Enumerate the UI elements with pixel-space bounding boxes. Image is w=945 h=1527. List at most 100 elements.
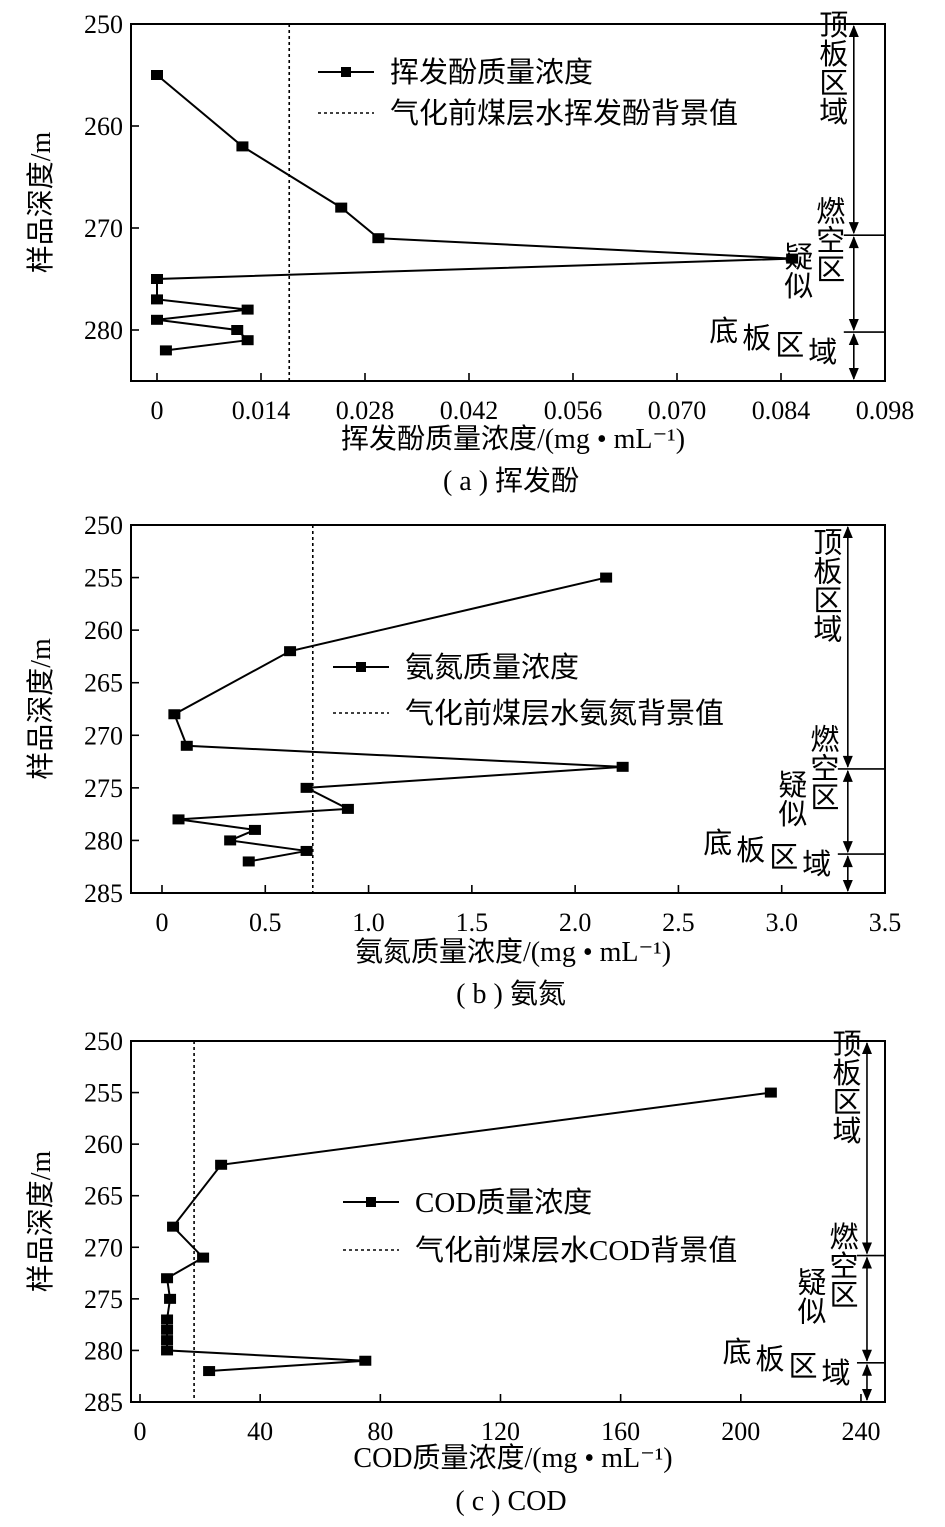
plot-frame: [130, 1040, 886, 1403]
data-point: [203, 1366, 216, 1377]
data-point: [159, 345, 172, 356]
x-axis-title: 氨氮质量浓度/(mg • mL⁻¹): [355, 936, 671, 968]
series-line: [165, 1091, 771, 1373]
data-point: [241, 335, 254, 346]
x-tick-label: 2.0: [559, 908, 592, 937]
x-tick-label: 0.070: [648, 396, 707, 425]
y-tick-label: 270: [84, 721, 123, 750]
zone-arrow-head: [861, 1256, 872, 1269]
zone-arrow-head: [842, 855, 853, 868]
data-point: [248, 824, 261, 835]
x-tick-label: 120: [481, 1417, 520, 1446]
data-point: [180, 740, 193, 751]
data-point: [161, 1273, 174, 1284]
chart-a: 0 0.014 0.028 0.042 0.056 0.070 0.084 0.098 250 2…: [25, 10, 914, 497]
chart-caption: ( a ) 挥发酚: [443, 465, 579, 497]
zone-label-floor: 域: [808, 336, 837, 369]
data-point: [764, 1087, 777, 1098]
data-point: [335, 202, 348, 213]
data-point: [300, 845, 313, 856]
x-tick-label: 0: [151, 396, 164, 425]
x-tick-label: 0: [155, 908, 168, 937]
zone-label-floor: 域: [802, 848, 831, 881]
y-axis-title: 样品深度/m: [25, 1151, 57, 1293]
zone-label-floor: 底: [722, 1336, 751, 1369]
chart-caption: ( b ) 氨氮: [456, 978, 566, 1010]
zone-arrow-head: [848, 333, 859, 346]
legend-square-marker: [366, 1197, 376, 1207]
x-tick-label: 1.0: [352, 908, 385, 937]
y-tick-label: 265: [84, 669, 123, 698]
zone-arrow-head: [848, 236, 859, 249]
x-tick-label: 0.098: [856, 396, 915, 425]
zone-label-burn: 燃空区: [806, 724, 839, 811]
data-point: [161, 1335, 174, 1346]
zone-label-burn: 疑似: [793, 1267, 827, 1325]
y-tick-label: 280: [84, 1336, 123, 1365]
zone-arrow-head: [842, 526, 853, 538]
x-axis-title: COD质量浓度/(mg • mL⁻¹): [353, 1442, 672, 1474]
x-tick-label: 240: [841, 1417, 880, 1446]
legend-background-label: 气化前煤层水挥发酚背景值: [390, 97, 738, 130]
legend-series-label: 挥发酚质量浓度: [390, 56, 593, 89]
data-point: [197, 1252, 210, 1263]
y-axis-title: 样品深度/m: [25, 638, 57, 780]
y-tick-label: 270: [84, 1233, 123, 1262]
y-axis-title: 样品深度/m: [25, 132, 57, 274]
data-point: [600, 572, 613, 583]
y-tick-label: 275: [84, 774, 123, 803]
legend-square-marker: [341, 67, 351, 77]
y-tick-label: 250: [84, 511, 123, 540]
zone-label-roof: 顶板区域: [828, 1028, 862, 1144]
y-tick-label: 250: [84, 1027, 123, 1056]
legend-series-label: 氨氮质量浓度: [405, 651, 579, 684]
zone-arrow-head: [861, 1042, 872, 1054]
x-tick-label: 3.5: [869, 908, 902, 937]
chart-caption: ( c ) COD: [455, 1486, 566, 1517]
zone-label-floor: 板: [742, 322, 771, 355]
zone-label-burn: 疑似: [774, 770, 808, 828]
data-point: [359, 1355, 372, 1366]
data-point: [151, 70, 163, 80]
zone-label-floor: 板: [736, 834, 765, 867]
x-tick-label: 0: [134, 1417, 147, 1446]
data-point: [215, 1159, 228, 1170]
y-tick-label: 275: [84, 1285, 123, 1314]
zone-arrow-head: [848, 222, 859, 235]
data-point: [372, 233, 385, 244]
legend-background-label: 气化前煤层水COD背景值: [415, 1234, 737, 1267]
zone-label-burn: 燃空区: [812, 196, 845, 283]
y-tick-label: 250: [84, 10, 123, 39]
y-tick-label: 265: [84, 1182, 123, 1211]
data-point: [151, 274, 163, 284]
y-tick-label: 270: [84, 214, 123, 243]
legend-series-label: COD质量浓度: [415, 1186, 592, 1219]
zone-label-floor: 区: [775, 330, 804, 362]
data-point: [284, 646, 297, 657]
data-point: [616, 761, 629, 772]
x-tick-label: 0.014: [232, 396, 291, 425]
data-point: [161, 1324, 174, 1335]
zone-label-floor: 区: [769, 842, 798, 874]
zone-arrow-head: [861, 1363, 872, 1376]
zone-arrow-head: [842, 880, 853, 892]
series-line: [173, 576, 623, 863]
data-point: [231, 325, 244, 335]
y-tick-label: 285: [84, 1388, 123, 1417]
y-tick-label: 260: [84, 1130, 123, 1159]
zone-arrow-head: [861, 1349, 872, 1362]
zone-arrow-head: [842, 755, 853, 768]
zone-label-floor: 域: [821, 1357, 850, 1390]
zone-label-floor: 底: [703, 827, 732, 860]
x-tick-label: 80: [367, 1417, 393, 1446]
data-point: [164, 1293, 177, 1304]
y-tick-label: 285: [84, 879, 123, 908]
data-point: [172, 814, 185, 825]
data-point: [167, 1221, 180, 1232]
data-point: [151, 314, 163, 325]
plot-frame: [130, 524, 886, 894]
legend-background-label: 气化前煤层水氨氮背景值: [405, 697, 724, 730]
y-tick-label: 255: [84, 1079, 123, 1108]
zone-label-roof: 顶板区域: [815, 10, 849, 126]
